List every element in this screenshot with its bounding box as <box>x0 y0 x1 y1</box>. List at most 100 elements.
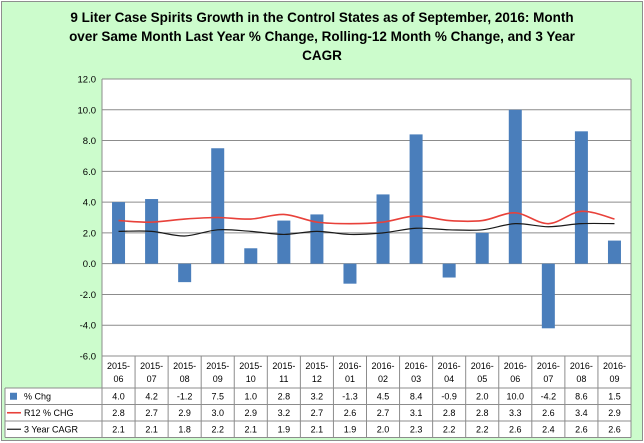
bar-15 <box>574 131 588 264</box>
x-category-label: 07 <box>543 374 553 384</box>
bar-5 <box>244 248 258 264</box>
data-label: 3.4 <box>575 408 588 418</box>
x-category-label: 09 <box>213 374 223 384</box>
data-label: 2.2 <box>443 424 456 434</box>
data-label: 2.6 <box>575 424 588 434</box>
bar-6 <box>277 220 291 264</box>
y-tick-label: -2.0 <box>80 290 96 301</box>
y-tick-label: 0.0 <box>83 259 96 270</box>
data-label: 4.2 <box>145 391 158 401</box>
x-category-label: 01 <box>345 374 355 384</box>
x-category-label: 07 <box>147 374 157 384</box>
x-category-label: 2015- <box>206 361 229 371</box>
data-label: 2.7 <box>311 408 324 418</box>
legend-key-bar <box>10 392 17 400</box>
data-label: 2.6 <box>509 424 522 434</box>
x-category-label: 10 <box>246 374 256 384</box>
bar-1 <box>112 202 126 264</box>
data-label: 2.1 <box>145 424 158 434</box>
data-label: 2.7 <box>377 408 390 418</box>
x-category-label: 2016- <box>603 361 626 371</box>
data-label: 2.8 <box>476 408 489 418</box>
x-category-label: 06 <box>510 374 520 384</box>
x-category-label: 2015- <box>107 361 130 371</box>
x-category-label: 05 <box>477 374 487 384</box>
x-category-label: 2016- <box>504 361 527 371</box>
x-category-label: 03 <box>411 374 421 384</box>
data-label: 2.6 <box>542 408 555 418</box>
data-label: 2.6 <box>608 424 621 434</box>
y-tick-label: 12.0 <box>78 75 97 86</box>
data-label: -4.2 <box>541 391 557 401</box>
data-label: 4.0 <box>112 391 125 401</box>
x-category-label: 2016- <box>471 361 494 371</box>
y-tick-label: -4.0 <box>80 321 96 332</box>
x-category-label: 2016- <box>372 361 395 371</box>
x-category-label: 06 <box>114 374 124 384</box>
data-label: 2.8 <box>443 408 456 418</box>
bar-13 <box>508 109 522 264</box>
data-label: 2.0 <box>476 391 489 401</box>
legend-series-name: % Chg <box>24 391 51 401</box>
x-category-label: 2016- <box>405 361 428 371</box>
x-category-label: 2015- <box>305 361 328 371</box>
chart-title-line-3: CAGR <box>302 48 342 63</box>
bar-4 <box>211 148 225 264</box>
bar-12 <box>475 232 489 264</box>
data-label: 2.1 <box>311 424 324 434</box>
series-line-2 <box>118 222 615 237</box>
data-label: 3.2 <box>278 408 291 418</box>
y-tick-label: 4.0 <box>83 198 96 209</box>
x-category-label: 04 <box>444 374 454 384</box>
data-label: -0.9 <box>441 391 457 401</box>
data-label: 2.0 <box>377 424 390 434</box>
data-label: -1.3 <box>342 391 358 401</box>
x-category-label: 2015- <box>173 361 196 371</box>
x-category-label: 11 <box>279 374 288 384</box>
x-category-label: 2015- <box>140 361 163 371</box>
series-line-1 <box>118 210 615 225</box>
chart-title: 9 Liter Case Spirits Growth in the Contr… <box>42 8 602 65</box>
bar-3 <box>178 263 192 283</box>
data-label: 2.3 <box>410 424 423 434</box>
data-label: 2.9 <box>245 408 258 418</box>
data-label: 2.1 <box>112 424 125 434</box>
data-label: 1.0 <box>245 391 258 401</box>
data-label: 10.0 <box>507 391 525 401</box>
bar-14 <box>541 263 555 329</box>
data-label: 2.2 <box>476 424 489 434</box>
data-label: 2.9 <box>178 408 191 418</box>
x-category-label: 08 <box>180 374 190 384</box>
data-label: 2.9 <box>608 408 621 418</box>
data-label: 8.6 <box>575 391 588 401</box>
data-label: 3.1 <box>410 408 423 418</box>
bar-10 <box>409 134 423 264</box>
data-label: -1.2 <box>177 391 193 401</box>
bar-11 <box>442 263 456 278</box>
y-tick-label: 6.0 <box>83 167 96 178</box>
data-label: 3.3 <box>509 408 522 418</box>
data-label: 2.8 <box>278 391 291 401</box>
y-tick-label: -6.0 <box>80 352 96 363</box>
data-table-legend-bg <box>5 388 102 438</box>
data-label: 1.8 <box>178 424 191 434</box>
data-label: 3.0 <box>211 408 224 418</box>
x-category-label: 2016- <box>537 361 560 371</box>
data-label: 8.4 <box>410 391 423 401</box>
x-category-label: 09 <box>609 374 619 384</box>
data-label: 2.8 <box>112 408 125 418</box>
y-tick-label: 8.0 <box>83 136 96 147</box>
data-label: 2.2 <box>211 424 224 434</box>
x-category-label: 08 <box>576 374 586 384</box>
chart-title-line-1: 9 Liter Case Spirits Growth in the Contr… <box>70 10 574 25</box>
x-category-label: 02 <box>378 374 388 384</box>
y-tick-label: 2.0 <box>83 228 96 239</box>
chart-title-line-2: over Same Month Last Year % Change, Roll… <box>69 29 575 44</box>
data-label: 2.6 <box>344 408 357 418</box>
x-category-label: 2015- <box>239 361 262 371</box>
legend-series-name: 3 Year CAGR <box>24 424 79 434</box>
data-label: 7.5 <box>211 391 224 401</box>
x-category-label: 2016- <box>338 361 361 371</box>
